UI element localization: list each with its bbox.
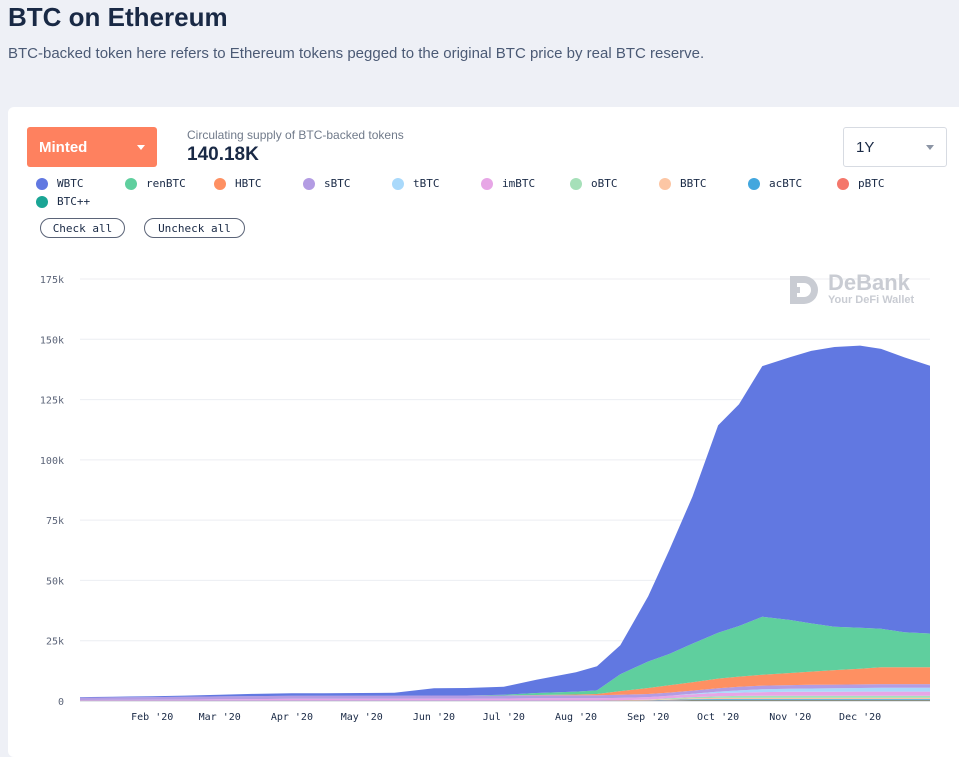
- x-tick-label: Feb '20: [131, 712, 173, 723]
- y-axis-ticks: 0 25k 50k 75k 100k 125k 150k 175k: [40, 275, 64, 708]
- x-tick-label: Sep '20: [627, 712, 669, 723]
- legend-label: BTC++: [57, 195, 91, 208]
- type-select[interactable]: Minted: [27, 127, 157, 167]
- x-tick-label: Mar '20: [199, 712, 241, 723]
- area-sbtc[interactable]: [80, 684, 930, 700]
- area-series: [80, 345, 930, 702]
- y-tick-label: 25k: [46, 637, 64, 648]
- area-tbtc[interactable]: [80, 687, 930, 700]
- y-tick-label: 0: [58, 697, 64, 708]
- legend-dot-icon: [570, 177, 582, 190]
- watermark-tagline: Your DeFi Wallet: [828, 294, 915, 306]
- legend-label: HBTC: [235, 177, 262, 190]
- chart-card: Minted Circulating supply of BTC-backed …: [8, 107, 959, 757]
- area-wbtc[interactable]: [80, 345, 930, 698]
- legend-label: sBTC: [324, 177, 351, 190]
- legend-dot-icon: [659, 177, 671, 190]
- x-tick-label: Dec '20: [839, 712, 881, 723]
- x-tick-label: Jun '20: [413, 712, 455, 723]
- legend-dot-icon: [748, 177, 760, 190]
- type-select-label: Minted: [39, 138, 88, 156]
- area-imbtc[interactable]: [80, 691, 930, 701]
- area-bbtc[interactable]: [80, 697, 930, 701]
- x-tick-label: Apr '20: [271, 712, 313, 723]
- legend-item-renbtc[interactable]: renBTC: [125, 177, 214, 190]
- uncheck-all-button[interactable]: Uncheck all: [144, 218, 245, 238]
- area-renbtc[interactable]: [80, 616, 930, 698]
- x-tick-label: Aug '20: [555, 712, 597, 723]
- legend-item-hbtc[interactable]: HBTC: [214, 177, 303, 190]
- legend: WBTC renBTC HBTC sBTC tBTC imBTC oBTC BBTC acBTC…: [36, 177, 946, 208]
- x-tick-label: Oct '20: [697, 712, 739, 723]
- legend-label: BBTC: [680, 177, 707, 190]
- area-acbtc[interactable]: [80, 699, 930, 701]
- y-tick-label: 75k: [46, 516, 64, 527]
- check-all-button[interactable]: Check all: [40, 218, 125, 238]
- legend-dot-icon: [303, 177, 315, 190]
- x-tick-label: May '20: [341, 712, 383, 723]
- caret-down-icon: [926, 144, 934, 150]
- legend-item-imbtc[interactable]: imBTC: [481, 177, 570, 190]
- legend-label: pBTC: [858, 177, 885, 190]
- stacked-area-chart: 0 25k 50k 75k 100k 125k 150k 175k Feb '20 Mar '2…: [40, 275, 930, 723]
- supply-label: Circulating supply of BTC-backed tokens: [187, 128, 404, 142]
- watermark-brand: DeBank: [828, 270, 910, 295]
- legend-dot-icon: [837, 177, 849, 190]
- legend-item-bbtc[interactable]: BBTC: [659, 177, 748, 190]
- legend-item-wbtc[interactable]: WBTC: [36, 177, 125, 190]
- area-obtc[interactable]: [80, 695, 930, 701]
- y-tick-label: 175k: [40, 275, 64, 286]
- legend-dot-icon: [214, 177, 226, 190]
- area-pbtc[interactable]: [80, 700, 930, 701]
- debank-logo-icon: [790, 275, 818, 304]
- legend-dot-icon: [125, 177, 137, 190]
- legend-dot-icon: [36, 177, 48, 190]
- legend-label: tBTC: [413, 177, 440, 190]
- legend-item-acbtc[interactable]: acBTC: [748, 177, 837, 190]
- x-axis-ticks: Feb '20 Mar '20 Apr '20 May '20 Jun '20 Jul '…: [131, 712, 881, 723]
- page-title: BTC on Ethereum: [8, 2, 228, 32]
- supply-value: 140.18K: [187, 144, 259, 165]
- legend-dot-icon: [36, 195, 48, 208]
- range-select[interactable]: 1Y: [843, 127, 947, 167]
- debank-watermark: DeBank Your DeFi Wallet: [788, 272, 914, 307]
- legend-label: acBTC: [769, 177, 803, 190]
- y-tick-label: 50k: [46, 576, 64, 587]
- legend-dot-icon: [392, 177, 404, 190]
- range-select-label: 1Y: [856, 138, 875, 156]
- legend-label: oBTC: [591, 177, 618, 190]
- legend-dot-icon: [481, 177, 493, 190]
- legend-item-pbtc[interactable]: pBTC: [837, 177, 926, 190]
- y-tick-label: 125k: [40, 396, 64, 407]
- page-subtitle: BTC-backed token here refers to Ethereum…: [8, 45, 705, 62]
- area-hbtc[interactable]: [80, 667, 930, 698]
- y-tick-label: 100k: [40, 456, 64, 467]
- x-tick-label: Jul '20: [483, 712, 525, 723]
- legend-item-sbtc[interactable]: sBTC: [303, 177, 392, 190]
- legend-label: imBTC: [502, 177, 536, 190]
- y-tick-label: 150k: [40, 335, 64, 346]
- legend-label: WBTC: [57, 177, 84, 190]
- caret-down-icon: [137, 144, 145, 150]
- legend-item-tbtc[interactable]: tBTC: [392, 177, 481, 190]
- x-tick-label: Nov '20: [769, 712, 811, 723]
- legend-item-btcplusplus[interactable]: BTC++: [36, 195, 125, 208]
- legend-item-obtc[interactable]: oBTC: [570, 177, 659, 190]
- area-btcplusplus[interactable]: [80, 700, 930, 702]
- legend-label: renBTC: [146, 177, 186, 190]
